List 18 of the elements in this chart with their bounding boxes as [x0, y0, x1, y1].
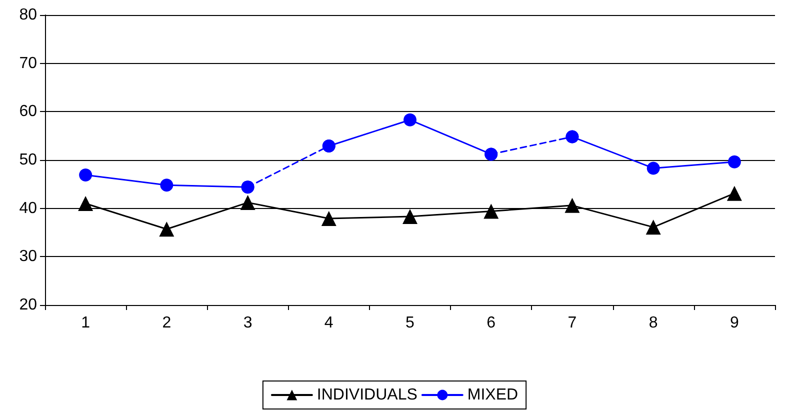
y-tick-label: 20 [19, 296, 38, 314]
y-tick-label: 40 [19, 200, 38, 217]
x-tick-label: 2 [162, 314, 172, 332]
y-tick-label: 80 [19, 6, 38, 24]
y-tick-label: 50 [19, 152, 38, 168]
x-tick-label: 7 [568, 314, 577, 332]
x-tick-label: 8 [648, 314, 658, 332]
legend-label: INDIVIDUALS [316, 386, 418, 404]
y-tick-label: 30 [19, 248, 38, 266]
legend-label: MIXED [467, 386, 518, 404]
x-tick-label: 3 [243, 314, 252, 332]
x-tick-label: 1 [81, 314, 90, 332]
x-tick-label: 5 [406, 314, 415, 332]
y-tick-label: 70 [19, 54, 38, 72]
x-tick-label: 6 [486, 314, 496, 332]
x-tick-label: 4 [324, 314, 334, 332]
x-tick-label: 9 [730, 314, 739, 332]
y-tick-label: 60 [19, 103, 38, 120]
